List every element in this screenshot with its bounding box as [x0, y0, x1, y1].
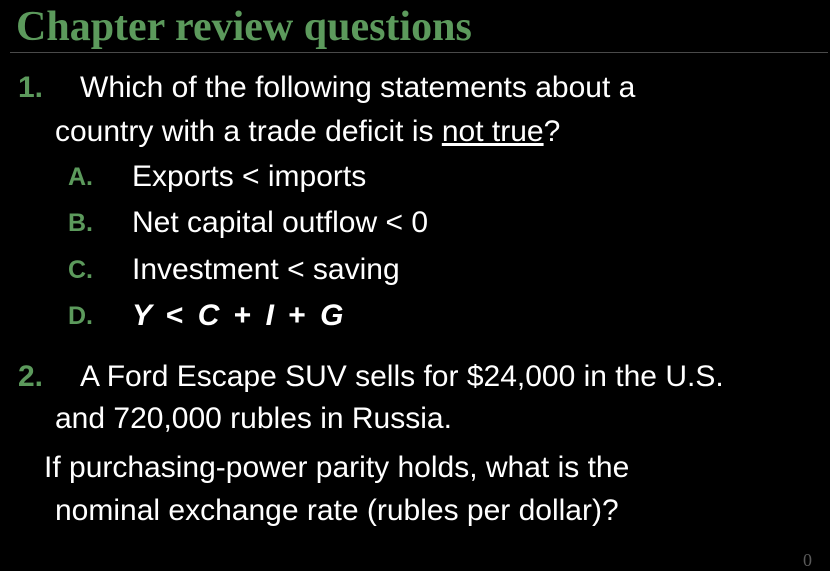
option-a-letter: A. [68, 163, 93, 191]
eq-plus-2: + [288, 299, 306, 332]
question-1-line-1: Which of the following statements about … [80, 71, 636, 104]
page-number: 0 [803, 550, 812, 570]
question-1-emphasis: not true [441, 115, 544, 148]
option-d-letter: D. [68, 302, 93, 330]
eq-i: I [265, 299, 274, 332]
eq-less-than: < [165, 299, 184, 332]
question-2-line-4: nominal exchange rate (rubles per dollar… [55, 494, 619, 527]
option-d-equation: Y < C + I + G [132, 298, 343, 334]
question-1-number: 1. [18, 71, 44, 104]
eq-plus-1: + [233, 299, 252, 332]
option-b-text: Net capital outflow < 0 [132, 206, 429, 239]
question-2-line-3: If purchasing-power parity holds, what i… [44, 451, 630, 484]
question-2-number: 2. [18, 360, 44, 393]
slide-title: Chapter review questions [16, 4, 472, 50]
option-c-text: Investment < saving [132, 253, 400, 286]
option-c-letter: C. [68, 256, 93, 284]
eq-c: C [197, 299, 220, 332]
question-1-line-2: country with a trade deficit is not true… [55, 114, 560, 150]
question-1-line-2-post: ? [543, 115, 561, 148]
title-divider [10, 52, 828, 53]
question-2-line-2: and 720,000 rubles in Russia. [55, 402, 452, 435]
option-b-letter: B. [68, 209, 93, 237]
question-2-line-1: A Ford Escape SUV sells for $24,000 in t… [80, 360, 724, 393]
question-1-line-2-pre: country with a trade deficit is [55, 115, 442, 148]
eq-g: G [320, 299, 344, 332]
eq-y: Y [132, 299, 152, 332]
option-a-text: Exports < imports [132, 160, 367, 193]
